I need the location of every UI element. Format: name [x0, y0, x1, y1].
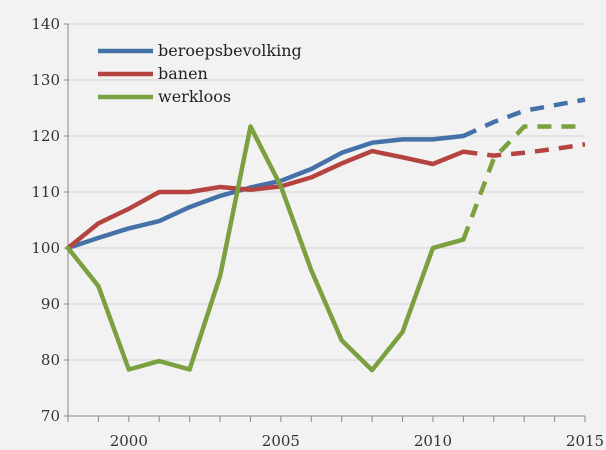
axes: 70 80 90 100 110 120 130 140 2000 2005 2010 2015 [31, 15, 604, 450]
y-tick-label-120: 120 [31, 127, 60, 145]
series-projection-banen [463, 142, 586, 158]
y-tick-label-140: 140 [31, 15, 60, 33]
y-tick-label-110: 110 [31, 183, 60, 201]
y-tick-label-70: 70 [41, 407, 60, 425]
legend-label-beroepsbevolking: beroepsbevolking [158, 41, 302, 60]
series-line-banen [65, 148, 466, 251]
x-tick-label-2010: 2010 [414, 432, 452, 450]
series-projection-werkloos [461, 124, 585, 241]
legend-label-werkloos: werkloos [158, 87, 231, 106]
series-line-werkloos [65, 124, 466, 373]
x-tick-label-2000: 2000 [110, 432, 148, 450]
legend-label-banen: banen [158, 64, 208, 83]
legend: beroepsbevolking banen werkloos [98, 41, 302, 106]
series-projection-beroepsbevolking [462, 97, 586, 139]
series-lines [65, 97, 586, 373]
y-tick-label-100: 100 [31, 239, 60, 257]
gridlines [68, 23, 585, 361]
y-tick-label-80: 80 [41, 351, 60, 369]
x-tick-label-2005: 2005 [262, 432, 300, 450]
y-tick-label-90: 90 [41, 295, 60, 313]
y-tick-label-130: 130 [31, 71, 60, 89]
series-line-beroepsbevolking [65, 133, 466, 251]
x-tick-label-2015: 2015 [566, 432, 604, 450]
